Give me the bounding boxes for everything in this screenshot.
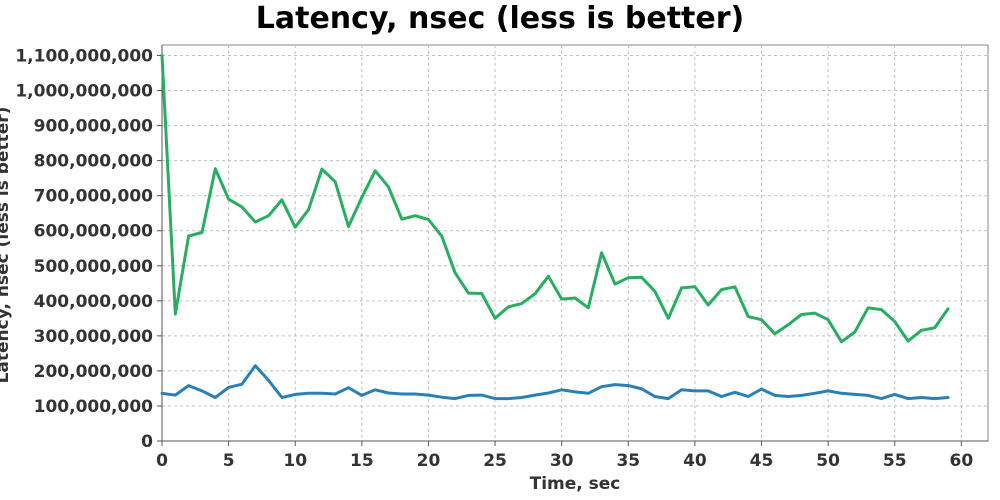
x-tick-label: 50 (816, 451, 840, 471)
x-axis-label: Time, sec (530, 474, 621, 494)
series-line-2 (160, 364, 950, 401)
series-line-1 (160, 54, 950, 344)
axes: 0 5 10 15 20 25 30 35 40 45 50 55 60 0 100,000,000 200,… (15, 45, 988, 471)
x-tick-label: 30 (550, 451, 574, 471)
x-tick-label: 10 (283, 451, 307, 471)
x-tick-label: 15 (350, 451, 374, 471)
x-tick-label: 0 (156, 451, 168, 471)
x-tick-label: 40 (683, 451, 707, 471)
plot-area (161, 44, 989, 442)
x-tick-label: 35 (616, 451, 640, 471)
chart-title: Latency, nsec (less is better) (256, 1, 744, 36)
x-tick-label: 5 (223, 451, 235, 471)
y-tick-label: 0 (141, 432, 153, 452)
y-tick-label: 500,000,000 (34, 257, 154, 277)
y-tick-label: 100,000,000 (34, 397, 154, 417)
x-tick-label: 25 (483, 451, 507, 471)
y-tick-label: 900,000,000 (34, 117, 154, 137)
y-tick-label: 700,000,000 (34, 187, 154, 207)
y-tick-label: 1,100,000,000 (15, 47, 153, 67)
x-tick-label: 55 (883, 451, 907, 471)
series (160, 54, 950, 401)
y-tick-label: 400,000,000 (34, 292, 154, 312)
y-axis-label: Latency, nsec (less is better) (0, 107, 13, 384)
grid (161, 44, 989, 442)
y-tick-label: 300,000,000 (34, 327, 154, 347)
x-tick-label: 60 (950, 451, 974, 471)
y-tick-label: 600,000,000 (34, 222, 154, 242)
x-tick-label: 20 (417, 451, 441, 471)
y-tick-label: 800,000,000 (34, 152, 154, 172)
y-tick-label: 200,000,000 (34, 362, 154, 382)
y-tick-label: 1,000,000,000 (15, 82, 153, 102)
x-tick-label: 45 (750, 451, 774, 471)
